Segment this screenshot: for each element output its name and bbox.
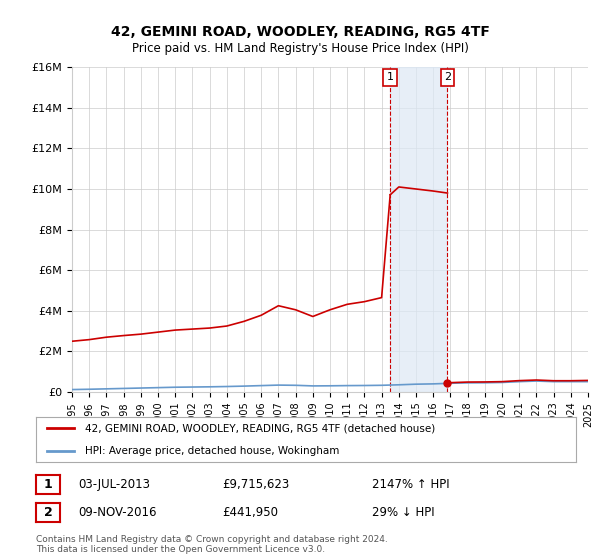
Text: Contains HM Land Registry data © Crown copyright and database right 2024.
This d: Contains HM Land Registry data © Crown c… bbox=[36, 535, 388, 554]
Bar bbox=[390, 67, 448, 392]
Text: £9,715,623: £9,715,623 bbox=[222, 478, 289, 491]
Text: 09-NOV-2016: 09-NOV-2016 bbox=[78, 506, 157, 519]
Text: 03-JUL-2013: 03-JUL-2013 bbox=[78, 478, 150, 491]
Text: 2: 2 bbox=[44, 506, 52, 520]
Text: 42, GEMINI ROAD, WOODLEY, READING, RG5 4TF (detached house): 42, GEMINI ROAD, WOODLEY, READING, RG5 4… bbox=[85, 423, 435, 433]
Text: £441,950: £441,950 bbox=[222, 506, 278, 519]
Text: HPI: Average price, detached house, Wokingham: HPI: Average price, detached house, Woki… bbox=[85, 446, 339, 456]
Text: 1: 1 bbox=[386, 72, 394, 82]
Text: 42, GEMINI ROAD, WOODLEY, READING, RG5 4TF: 42, GEMINI ROAD, WOODLEY, READING, RG5 4… bbox=[110, 25, 490, 39]
Text: 2147% ↑ HPI: 2147% ↑ HPI bbox=[372, 478, 449, 491]
Text: 29% ↓ HPI: 29% ↓ HPI bbox=[372, 506, 434, 519]
Text: 2: 2 bbox=[444, 72, 451, 82]
Text: 1: 1 bbox=[44, 478, 52, 492]
Text: Price paid vs. HM Land Registry's House Price Index (HPI): Price paid vs. HM Land Registry's House … bbox=[131, 42, 469, 55]
